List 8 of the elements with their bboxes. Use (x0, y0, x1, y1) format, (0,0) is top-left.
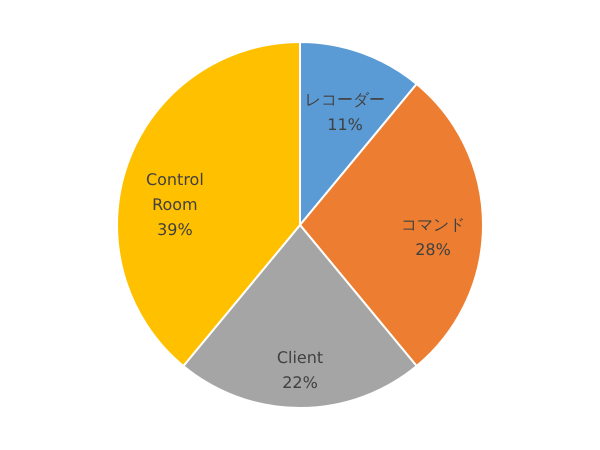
slice-label: Client (276, 348, 324, 367)
data-label: 28% (415, 240, 451, 259)
slice-label: レコーダー (305, 90, 386, 109)
slice-label: Control Room (146, 170, 204, 214)
slice-label: コマンド (401, 215, 465, 234)
data-label: 39% (157, 220, 193, 239)
data-label: 22% (282, 373, 318, 392)
data-label: 11% (327, 114, 363, 134)
